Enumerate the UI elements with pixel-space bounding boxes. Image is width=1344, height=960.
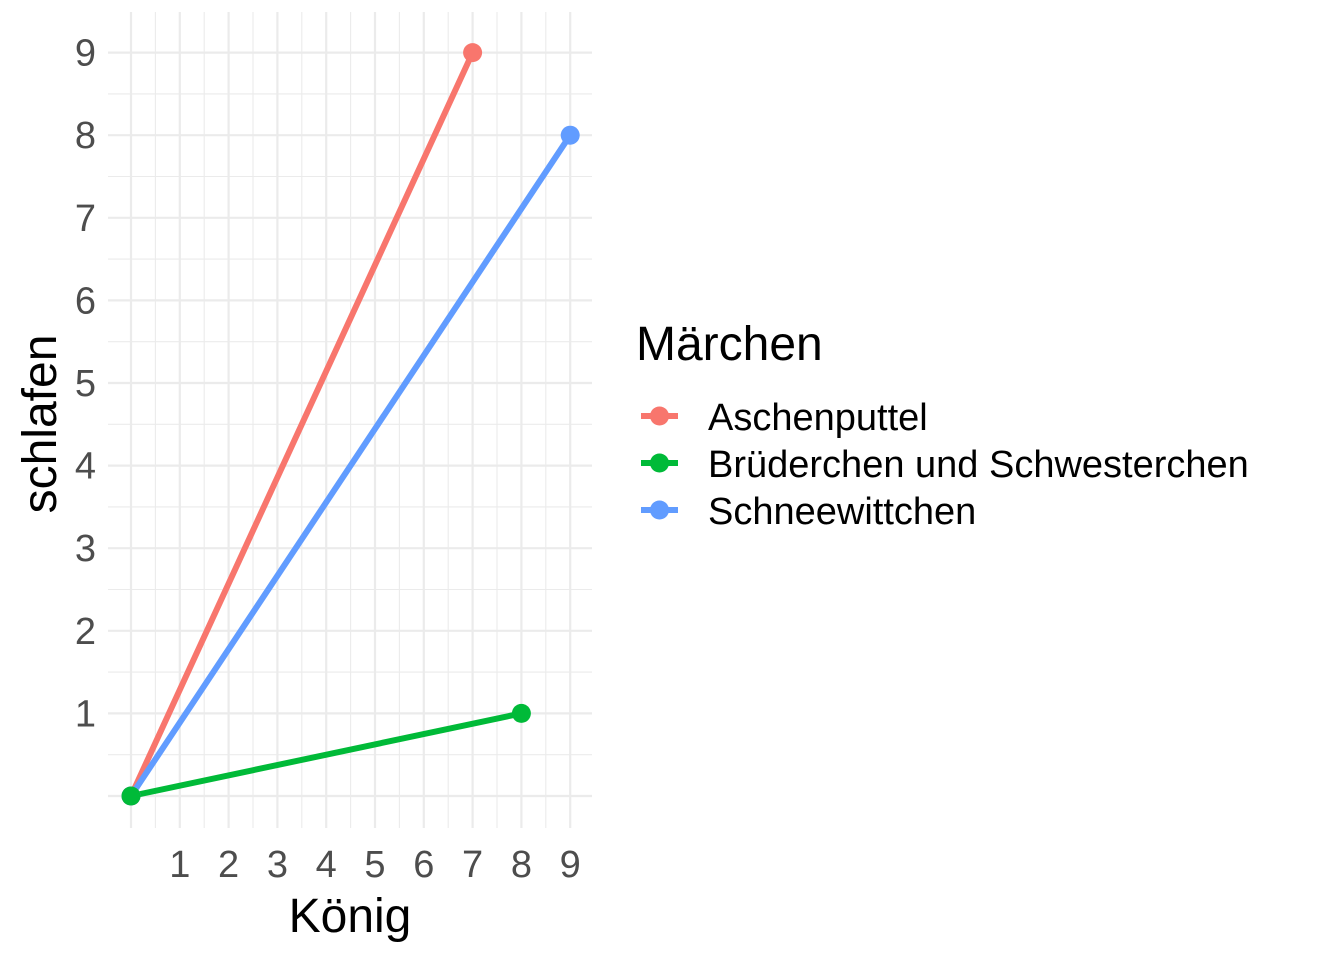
- legend-title: Märchen: [636, 318, 823, 371]
- x-tick-label: 3: [267, 844, 288, 886]
- grid: [108, 12, 592, 828]
- legend-item: Brüderchen und Schwesterchen: [641, 444, 1249, 486]
- series-line-aschenputtel: [128, 51, 476, 798]
- legend-label: Schneewittchen: [708, 491, 976, 533]
- y-tick-label: 2: [75, 611, 96, 653]
- y-tick-label: 8: [75, 115, 96, 157]
- legend-label: Brüderchen und Schwesterchen: [708, 444, 1249, 486]
- series-points: [121, 43, 580, 806]
- x-tick-label: 9: [560, 844, 581, 886]
- legend-item: Aschenputtel: [641, 397, 928, 439]
- series-line-schneewittchen: [128, 133, 573, 798]
- y-tick-label: 7: [75, 198, 96, 240]
- y-tick-label: 4: [75, 446, 96, 488]
- y-tick-label: 3: [75, 528, 96, 570]
- x-tick-label: 8: [511, 844, 532, 886]
- x-tick-label: 6: [413, 844, 434, 886]
- x-tick-label: 2: [218, 844, 239, 886]
- legend: Märchen Aschenputtel Brüderchen und Schwe…: [636, 318, 1249, 533]
- legend-key-point: [650, 500, 669, 520]
- series-line-br-derchen-und-schwesterchen: [130, 710, 523, 799]
- x-tick-label: 4: [316, 844, 337, 886]
- x-tick-label: 5: [364, 844, 385, 886]
- x-tick-label: 7: [462, 844, 483, 886]
- legend-label: Aschenputtel: [708, 397, 928, 439]
- data-point: [560, 125, 580, 145]
- data-point: [463, 43, 483, 63]
- x-axis-title: König: [289, 890, 412, 943]
- legend-key-point: [650, 453, 669, 473]
- y-axis-title: schlafen: [14, 335, 67, 514]
- data-point: [511, 703, 531, 723]
- y-axis-ticks: 1 2 3 4 5 6 7 8 9: [75, 33, 96, 736]
- legend-key-point: [650, 406, 669, 426]
- y-tick-label: 9: [75, 33, 96, 75]
- y-tick-label: 5: [75, 363, 96, 405]
- y-tick-label: 1: [75, 693, 96, 735]
- x-tick-label: 1: [169, 844, 190, 886]
- data-point: [121, 786, 141, 806]
- legend-item: Schneewittchen: [641, 491, 976, 533]
- y-tick-label: 6: [75, 280, 96, 322]
- series-lines: [128, 51, 573, 799]
